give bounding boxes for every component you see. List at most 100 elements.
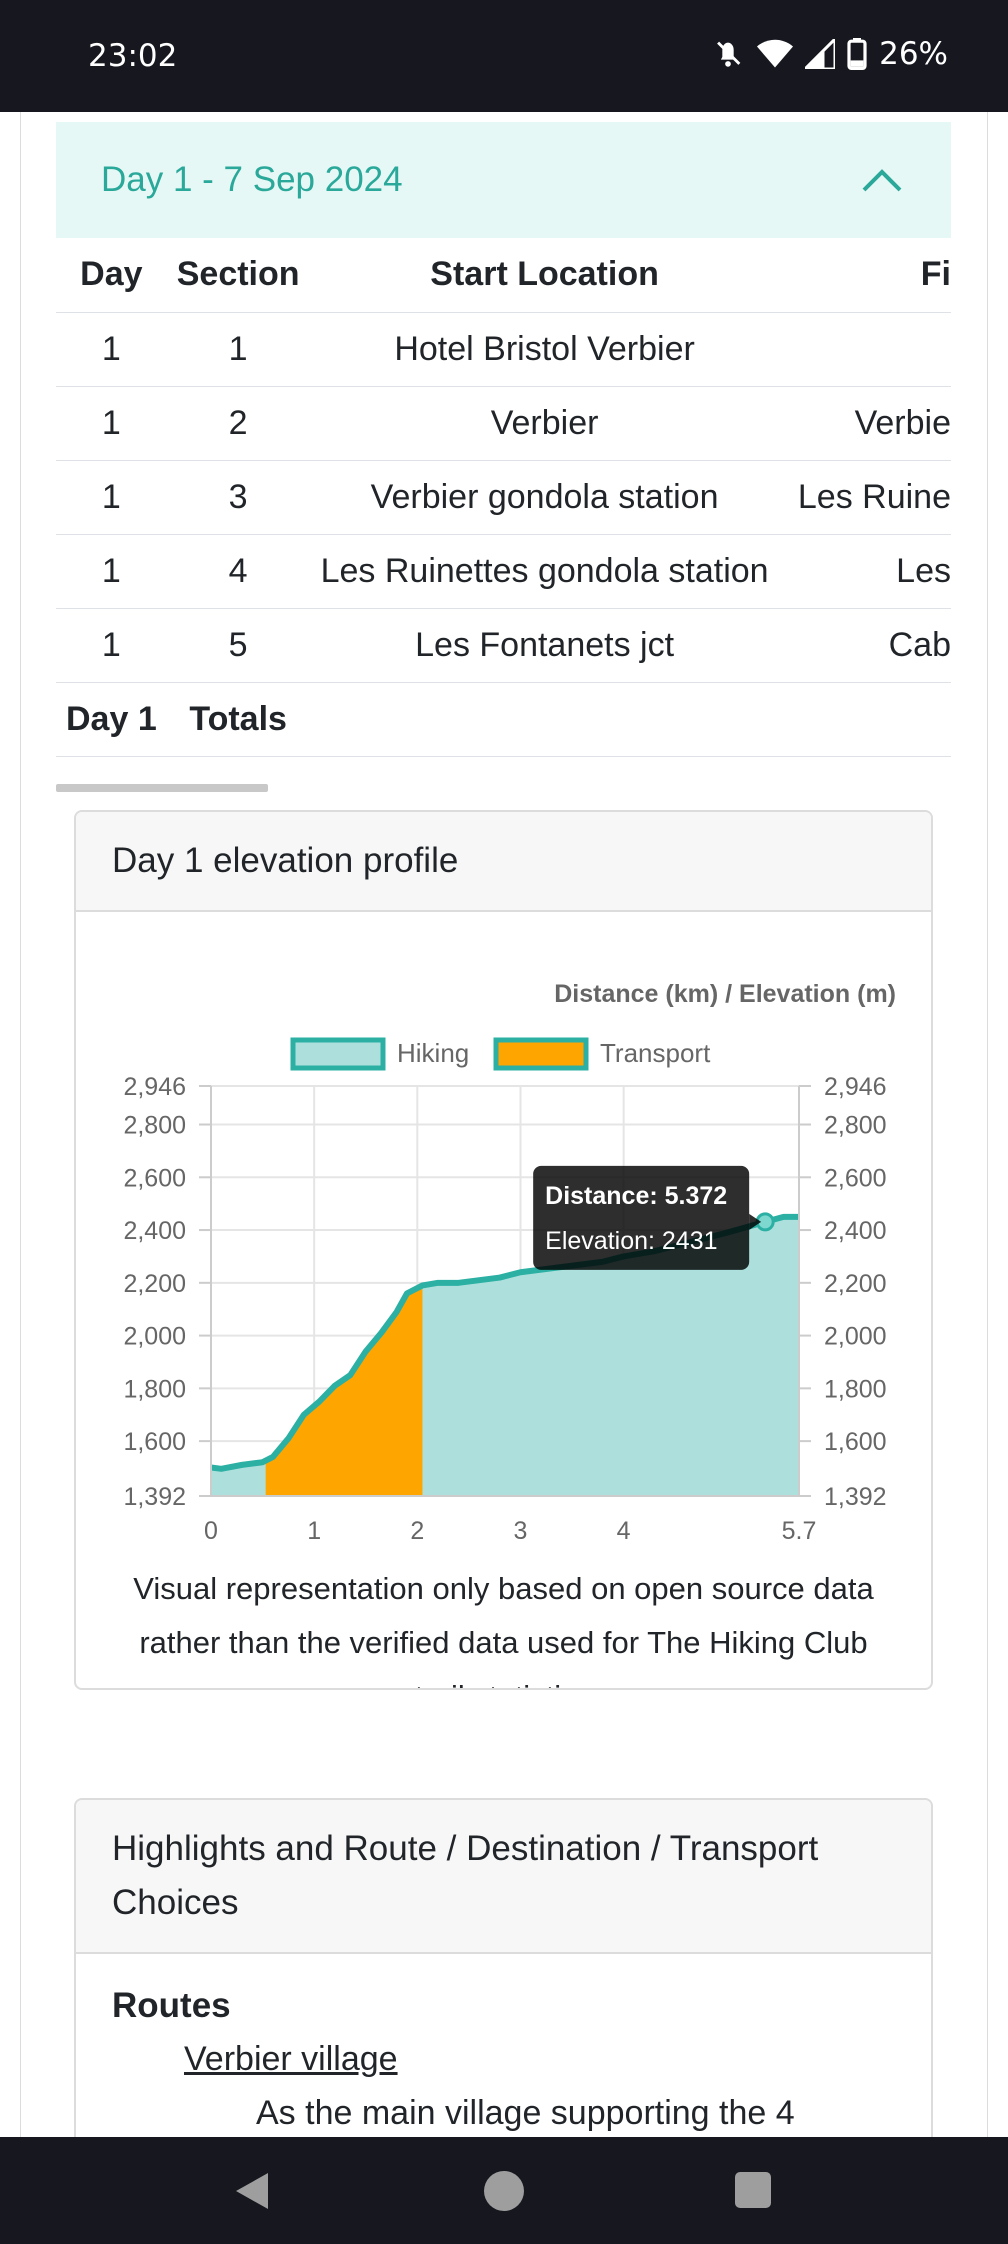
y-tick-label-left: 2,946 (123, 1073, 186, 1101)
highlights-card-title: Highlights and Route / Destination / Tra… (76, 1800, 931, 1954)
header-finish-location: Fi (779, 238, 951, 313)
cell-section: 4 (166, 534, 310, 609)
status-bar: 23:02 26% (0, 0, 1008, 112)
totals-empty (309, 682, 780, 757)
tooltip-title: Distance: 5.372 (545, 1182, 727, 1210)
y-tick-label-right: 2,000 (824, 1323, 887, 1351)
table-totals-row: Day 1 Totals (56, 682, 951, 757)
cell-day: 1 (56, 386, 167, 461)
x-tick-label: 0 (204, 1517, 218, 1545)
x-tick-label: 5.7 (782, 1517, 817, 1545)
y-tick-label-left: 2,400 (123, 1217, 186, 1245)
elevation-chart-area[interactable]: Distance (km) / Elevation (m) Hiking Trans… (76, 906, 931, 1606)
elevation-profile-card: Day 1 elevation profile Distance (km) / … (74, 810, 933, 1690)
y-tick-label-left: 2,000 (123, 1323, 186, 1351)
y-tick-label-right: 1,600 (824, 1428, 887, 1456)
cell-day: 1 (56, 312, 167, 387)
chevron-up-icon[interactable] (861, 166, 903, 194)
tooltip-box (533, 1165, 750, 1270)
table-row: 1 5 Les Fontanets jct Cab (56, 608, 951, 683)
table-row: 1 2 Verbier Verbie (56, 386, 951, 461)
cell-finish (779, 312, 951, 387)
totals-day: Day 1 (56, 682, 167, 757)
x-tick-label: 4 (617, 1517, 631, 1545)
navigation-bar (0, 2137, 1008, 2244)
battery-icon (847, 38, 867, 70)
cell-finish: Verbie (779, 386, 951, 461)
sections-table-scroll[interactable]: Day Section Start Location Fi 1 1 Hotel … (56, 238, 951, 757)
table-row: 1 3 Verbier gondola station Les Ruine (56, 460, 951, 535)
route-description: As the main village supporting the 4 (256, 2094, 795, 2132)
y-tick-label-right: 2,600 (824, 1164, 887, 1192)
cell-day: 1 (56, 534, 167, 609)
cell-start: Les Ruinettes gondola station (309, 534, 780, 609)
y-tick-label-left: 2,600 (123, 1164, 186, 1192)
y-tick-label-right: 2,800 (824, 1112, 887, 1140)
cell-section: 2 (166, 386, 310, 461)
cell-section: 3 (166, 460, 310, 535)
y-tick-label-right: 2,400 (824, 1217, 887, 1245)
totals-label: Totals (166, 682, 310, 757)
x-tick-label: 1 (307, 1517, 321, 1545)
cell-day: 1 (56, 460, 167, 535)
recent-apps-icon[interactable] (735, 2172, 771, 2208)
cell-finish: Les (779, 534, 951, 609)
cell-start: Hotel Bristol Verbier (309, 312, 780, 387)
legend-swatch-hiking (290, 1037, 386, 1071)
cell-day: 1 (56, 608, 167, 683)
cell-start: Les Fontanets jct (309, 608, 780, 683)
back-icon[interactable] (232, 2171, 272, 2211)
cell-start: Verbier gondola station (309, 460, 780, 535)
signal-icon (805, 39, 836, 69)
y-tick-label-right: 2,200 (824, 1270, 887, 1298)
x-tick-label: 3 (514, 1517, 528, 1545)
table-row: 1 4 Les Ruinettes gondola station Les (56, 534, 951, 609)
transport-area (265, 1285, 423, 1496)
mute-icon (717, 41, 741, 67)
y-tick-label-left: 1,392 (123, 1483, 186, 1511)
totals-empty (779, 682, 951, 757)
y-tick-label-left: 2,200 (123, 1270, 186, 1298)
chart-title: Distance (km) / Elevation (m) (554, 980, 896, 1008)
tooltip-caret (749, 1213, 762, 1230)
header-section: Section (166, 238, 310, 313)
routes-heading: Routes (112, 1986, 231, 2025)
y-tick-label-left: 1,800 (123, 1375, 186, 1403)
y-tick-label-right: 1,800 (824, 1375, 887, 1403)
cell-section: 1 (166, 312, 310, 387)
content-border-right (987, 112, 988, 2137)
x-tick-label: 2 (410, 1517, 424, 1545)
table-row: 1 1 Hotel Bristol Verbier (56, 312, 951, 387)
table-scrollbar[interactable] (56, 784, 268, 792)
home-icon[interactable] (484, 2171, 524, 2211)
day-title: Day 1 - 7 Sep 2024 (101, 160, 403, 199)
status-icons: 26% (711, 36, 948, 72)
header-start-location: Start Location (309, 238, 780, 313)
legend-label-hiking: Hiking (397, 1038, 469, 1068)
elevation-card-title: Day 1 elevation profile (76, 812, 931, 912)
header-day: Day (56, 238, 167, 313)
legend-label-transport: Transport (600, 1038, 711, 1068)
y-tick-label-right: 2,946 (824, 1073, 887, 1101)
cell-finish: Les Ruine (779, 460, 951, 535)
content-border-left (20, 112, 21, 2137)
cell-finish: Cab (779, 608, 951, 683)
legend-swatch-transport (493, 1037, 589, 1071)
cell-section: 5 (166, 608, 310, 683)
cell-start: Verbier (309, 386, 780, 461)
day-accordion-header[interactable]: Day 1 - 7 Sep 2024 (56, 122, 951, 238)
highlights-card: Highlights and Route / Destination / Tra… (74, 1798, 933, 2137)
page-content: Day 1 - 7 Sep 2024 Day Section Start Loc… (0, 112, 1008, 2137)
y-tick-label-left: 1,600 (123, 1428, 186, 1456)
table-header-row: Day Section Start Location Fi (56, 238, 951, 313)
sections-table: Day Section Start Location Fi 1 1 Hotel … (56, 238, 951, 757)
battery-level: 26% (879, 36, 948, 72)
tooltip-body: Elevation: 2431 (545, 1227, 717, 1255)
status-time: 23:02 (88, 38, 178, 74)
route-link-verbier-village[interactable]: Verbier village (184, 2040, 398, 2078)
chart-disclaimer: Visual representation only based on open… (133, 1571, 874, 1688)
y-tick-label-right: 1,392 (824, 1483, 887, 1511)
wifi-icon (757, 39, 794, 68)
y-tick-label-left: 2,800 (123, 1112, 186, 1140)
elevation-chart[interactable]: Distance (km) / Elevation (m) Hiking Trans… (76, 906, 931, 1546)
